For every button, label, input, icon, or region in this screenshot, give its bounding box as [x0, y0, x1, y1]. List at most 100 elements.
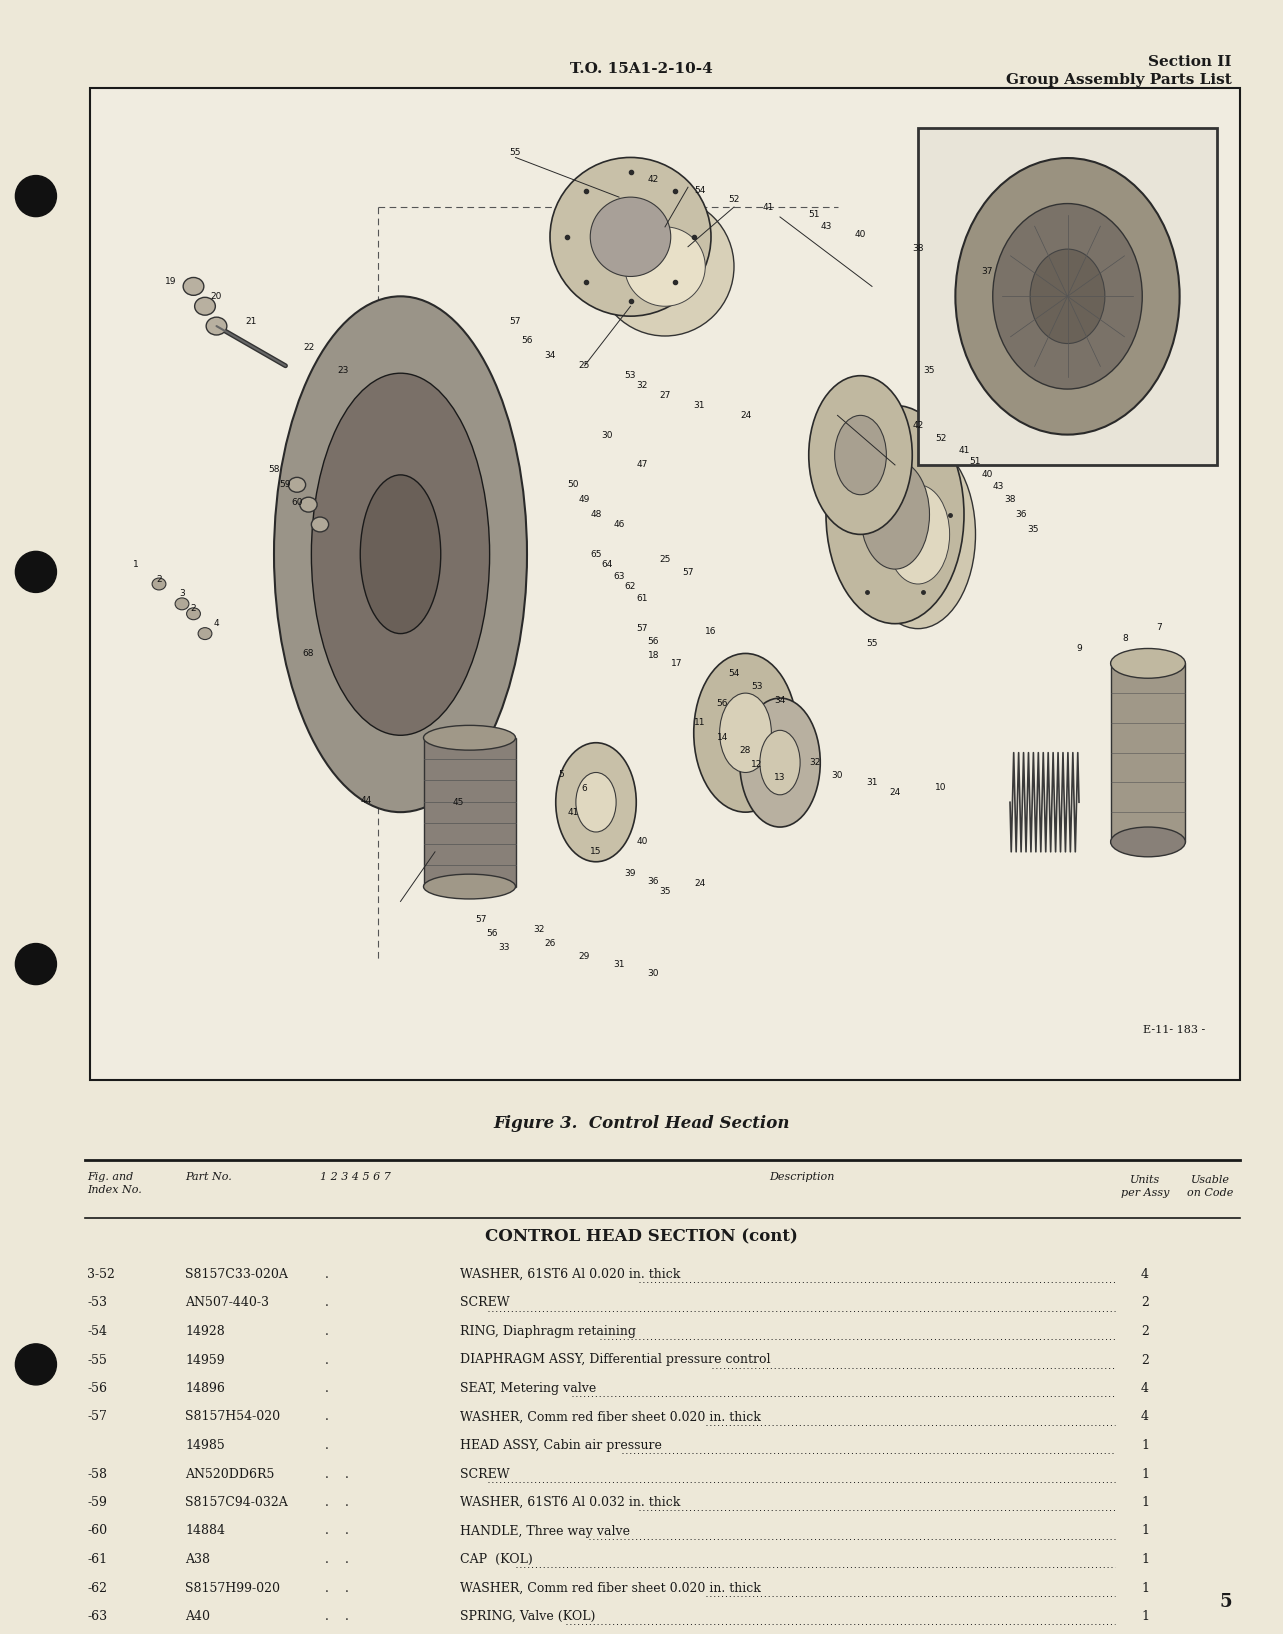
Text: 43: 43	[993, 482, 1005, 492]
Ellipse shape	[289, 477, 305, 492]
Ellipse shape	[198, 627, 212, 639]
Text: E-11- 183 -: E-11- 183 -	[1143, 1026, 1206, 1036]
Text: 2: 2	[191, 605, 196, 613]
Text: S8157C94-032A: S8157C94-032A	[185, 1497, 287, 1510]
Text: 25: 25	[659, 554, 671, 564]
Text: 45: 45	[453, 797, 463, 807]
Text: 60: 60	[291, 498, 303, 507]
Ellipse shape	[312, 373, 490, 735]
Text: HANDLE, Three way valve: HANDLE, Three way valve	[461, 1525, 630, 1538]
Text: 14959: 14959	[185, 1353, 225, 1366]
Text: 51: 51	[970, 458, 981, 466]
Ellipse shape	[597, 198, 734, 337]
Text: 35: 35	[659, 887, 671, 895]
Text: 2: 2	[1141, 1296, 1150, 1309]
Text: 1: 1	[1141, 1497, 1150, 1510]
Bar	[1111, 663, 1185, 842]
Bar	[919, 127, 1218, 466]
Text: 30: 30	[602, 431, 613, 440]
Text: 10: 10	[935, 783, 947, 792]
Text: .: .	[325, 1382, 328, 1395]
Ellipse shape	[694, 654, 797, 812]
Text: .: .	[345, 1525, 349, 1538]
Text: 12: 12	[752, 760, 762, 770]
Ellipse shape	[887, 485, 949, 583]
Text: 23: 23	[337, 366, 349, 376]
Text: 53: 53	[752, 681, 763, 691]
Text: 63: 63	[613, 572, 625, 580]
Text: 59: 59	[280, 480, 291, 489]
Text: 30: 30	[648, 969, 659, 979]
Ellipse shape	[861, 440, 975, 629]
Ellipse shape	[195, 297, 216, 315]
Text: 14: 14	[717, 734, 729, 742]
Text: 5: 5	[558, 770, 565, 779]
Text: 54: 54	[694, 186, 706, 194]
Text: 57: 57	[636, 624, 648, 632]
Circle shape	[15, 1343, 56, 1386]
Text: 24: 24	[740, 410, 751, 420]
Text: 56: 56	[521, 337, 532, 345]
Text: -62: -62	[87, 1582, 106, 1595]
Text: -54: -54	[87, 1325, 106, 1338]
Ellipse shape	[1111, 649, 1185, 678]
Ellipse shape	[550, 157, 711, 315]
Text: 41: 41	[567, 807, 579, 817]
Text: 21: 21	[245, 317, 257, 325]
Text: 14928: 14928	[185, 1325, 225, 1338]
Text: 34: 34	[544, 351, 556, 361]
Text: 1: 1	[1141, 1609, 1150, 1623]
Ellipse shape	[423, 725, 516, 750]
Text: 4: 4	[214, 619, 219, 627]
Text: -59: -59	[87, 1497, 106, 1510]
Ellipse shape	[183, 278, 204, 296]
Text: Figure 3.  Control Head Section: Figure 3. Control Head Section	[493, 1114, 790, 1132]
Text: 49: 49	[579, 495, 590, 505]
Ellipse shape	[625, 227, 706, 306]
Text: 9: 9	[1076, 644, 1082, 654]
Text: Section II: Section II	[1148, 56, 1232, 69]
Text: 6: 6	[581, 784, 588, 792]
Ellipse shape	[361, 475, 441, 634]
Text: 56: 56	[486, 928, 498, 938]
Text: 15: 15	[590, 848, 602, 856]
Text: 4: 4	[1141, 1382, 1150, 1395]
Circle shape	[15, 551, 56, 593]
Text: .: .	[345, 1497, 349, 1510]
Text: 25: 25	[579, 361, 590, 371]
Circle shape	[15, 175, 56, 217]
Text: 32: 32	[532, 925, 544, 933]
Text: T.O. 15A1-2-10-4: T.O. 15A1-2-10-4	[570, 62, 713, 77]
Text: 14985: 14985	[185, 1440, 225, 1453]
Text: 68: 68	[303, 649, 314, 659]
Text: Usable
on Code: Usable on Code	[1187, 1175, 1233, 1198]
Ellipse shape	[275, 296, 527, 812]
Text: .: .	[345, 1552, 349, 1565]
Text: 50: 50	[567, 480, 579, 489]
Text: CONTROL HEAD SECTION (cont): CONTROL HEAD SECTION (cont)	[485, 1229, 798, 1245]
Ellipse shape	[826, 405, 964, 624]
Text: 32: 32	[808, 758, 820, 766]
Text: 14884: 14884	[185, 1525, 225, 1538]
Ellipse shape	[312, 516, 328, 533]
Text: .: .	[345, 1609, 349, 1623]
Text: -63: -63	[87, 1609, 106, 1623]
Ellipse shape	[720, 693, 771, 773]
Text: 57: 57	[683, 567, 694, 577]
Text: 1: 1	[1141, 1582, 1150, 1595]
Text: 35: 35	[924, 366, 935, 376]
Ellipse shape	[576, 773, 616, 832]
Text: 40: 40	[981, 471, 993, 479]
Text: .: .	[325, 1609, 328, 1623]
Text: AN520DD6R5: AN520DD6R5	[185, 1467, 275, 1480]
Text: 64: 64	[602, 560, 613, 569]
Text: .: .	[325, 1268, 328, 1281]
Text: 1: 1	[1141, 1467, 1150, 1480]
Text: 32: 32	[636, 381, 648, 391]
Text: 51: 51	[808, 211, 820, 219]
Ellipse shape	[993, 204, 1142, 389]
Text: 44: 44	[361, 796, 372, 806]
Text: RING, Diaphragm retaining: RING, Diaphragm retaining	[461, 1325, 636, 1338]
Text: 55: 55	[509, 149, 521, 157]
Text: 27: 27	[659, 391, 671, 400]
